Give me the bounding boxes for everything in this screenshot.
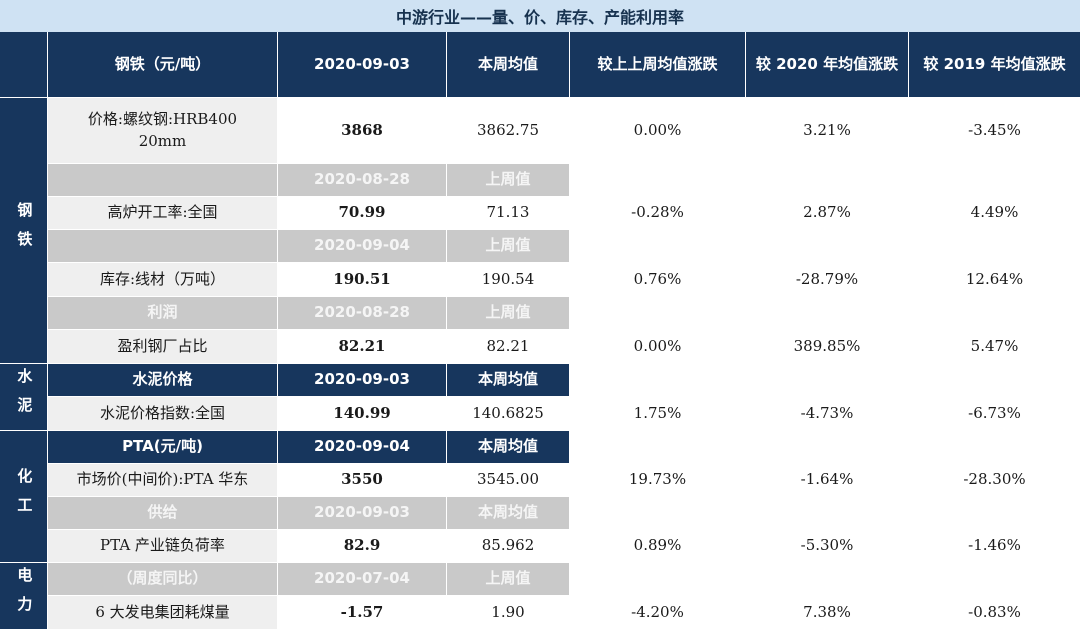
row-vs2019: -28.30%	[963, 470, 1026, 489]
section-chemical: 化工	[0, 431, 47, 562]
row-value: 3868	[341, 120, 383, 139]
row-vs2020: 3.21%	[803, 120, 851, 139]
row-label: 盈利钢厂占比	[48, 330, 277, 363]
section-cement: 水泥	[0, 364, 47, 430]
row-wow: -0.28%	[631, 203, 684, 222]
row-label: PTA 产业链负荷率	[48, 530, 277, 562]
row-value: 3550	[341, 470, 383, 489]
subheader-date: 2020-09-03	[278, 364, 446, 396]
subheader-date: 2020-07-04	[278, 563, 446, 595]
row-value: 140.99	[333, 403, 391, 422]
row-wow: 19.73%	[628, 470, 687, 489]
section-steel: 钢铁	[0, 98, 47, 363]
row-vs2020: 389.85%	[793, 336, 861, 355]
subheader-col: 上周值	[447, 297, 569, 329]
row-value: 82.21	[338, 336, 386, 355]
header-current: 本周均值	[447, 32, 569, 97]
header-vs2019: 较 2019 年均值涨跌	[909, 32, 1080, 97]
subheader-label	[48, 230, 277, 262]
header-wow: 较上上周均值涨跌	[570, 32, 745, 97]
row-wow: 0.76%	[633, 269, 682, 288]
row-label: 价格:螺纹钢:HRB400 20mm	[48, 98, 277, 163]
row-prev: 190.54	[481, 269, 535, 288]
row-vs2019: 4.49%	[970, 203, 1019, 222]
header-corner	[0, 32, 47, 97]
subheader-col: 本周均值	[447, 497, 569, 529]
subheader-col: 上周值	[447, 563, 569, 595]
row-prev: 71.13	[486, 203, 530, 222]
subheader-label	[48, 164, 277, 196]
row-wow: 0.00%	[633, 336, 682, 355]
section-steel-label: 钢铁	[15, 201, 34, 260]
subheader-label: PTA(元/吨)	[48, 431, 277, 463]
row-vs2020: -1.64%	[800, 470, 854, 489]
row-wow: 1.75%	[633, 403, 682, 422]
header-vs2020: 较 2020 年均值涨跌	[746, 32, 908, 97]
subheader-label: 水泥价格	[48, 364, 277, 396]
subheader-col: 本周均值	[447, 364, 569, 396]
row-vs2019: 12.64%	[965, 269, 1024, 288]
row-value: 82.9	[343, 536, 381, 555]
row-vs2020: 7.38%	[803, 602, 851, 621]
row-label: 高炉开工率:全国	[48, 197, 277, 229]
row-wow: 0.00%	[633, 120, 682, 139]
row-prev: 140.6825	[472, 403, 544, 422]
row-value: 190.51	[333, 269, 391, 288]
subheader-date: 2020-09-04	[278, 431, 446, 463]
row-label: 水泥价格指数:全国	[48, 397, 277, 430]
row-prev: 3862.75	[476, 120, 540, 139]
row-label: 市场价(中间价):PTA 华东	[48, 464, 277, 496]
row-prev: 1.90	[491, 602, 525, 621]
subheader-date: 2020-09-03	[278, 497, 446, 529]
row-vs2019: -0.83%	[968, 602, 1021, 621]
row-vs2020: -5.30%	[800, 536, 854, 555]
subheader-date: 2020-09-04	[278, 230, 446, 262]
section-chemical-label: 化工	[15, 467, 34, 526]
row-wow: -4.20%	[631, 602, 684, 621]
section-power: 电力	[0, 563, 47, 629]
subheader-label: 利润	[48, 297, 277, 329]
row-prev: 82.21	[486, 336, 530, 355]
row-vs2019: -3.45%	[968, 120, 1021, 139]
row-vs2020: -4.73%	[800, 403, 854, 422]
subheader-col: 上周值	[447, 230, 569, 262]
row-prev: 3545.00	[476, 470, 540, 489]
row-value: 70.99	[338, 203, 386, 222]
row-vs2020: 2.87%	[803, 203, 851, 222]
header-date: 2020-09-03	[278, 32, 446, 97]
row-vs2019: -6.73%	[968, 403, 1021, 422]
row-label: 库存:线材（万吨）	[48, 263, 277, 296]
subheader-label: （周度同比）	[48, 563, 277, 595]
table-title: 中游行业——量、价、库存、产能利用率	[0, 0, 1080, 32]
section-cement-label: 水泥	[15, 368, 34, 426]
subheader-date: 2020-08-28	[278, 164, 446, 196]
row-vs2019: 5.47%	[970, 336, 1019, 355]
subheader-col: 本周均值	[447, 431, 569, 463]
subheader-date: 2020-08-28	[278, 297, 446, 329]
row-label: 6 大发电集团耗煤量	[48, 596, 277, 629]
subheader-col: 上周值	[447, 164, 569, 196]
section-power-label: 电力	[15, 567, 34, 625]
header-item: 钢铁（元/吨）	[48, 32, 277, 97]
row-wow: 0.89%	[633, 536, 682, 555]
row-vs2020: -28.79%	[795, 269, 859, 288]
subheader-label: 供给	[48, 497, 277, 529]
row-vs2019: -1.46%	[968, 536, 1021, 555]
row-value: -1.57	[340, 602, 384, 621]
row-prev: 85.962	[481, 536, 535, 555]
